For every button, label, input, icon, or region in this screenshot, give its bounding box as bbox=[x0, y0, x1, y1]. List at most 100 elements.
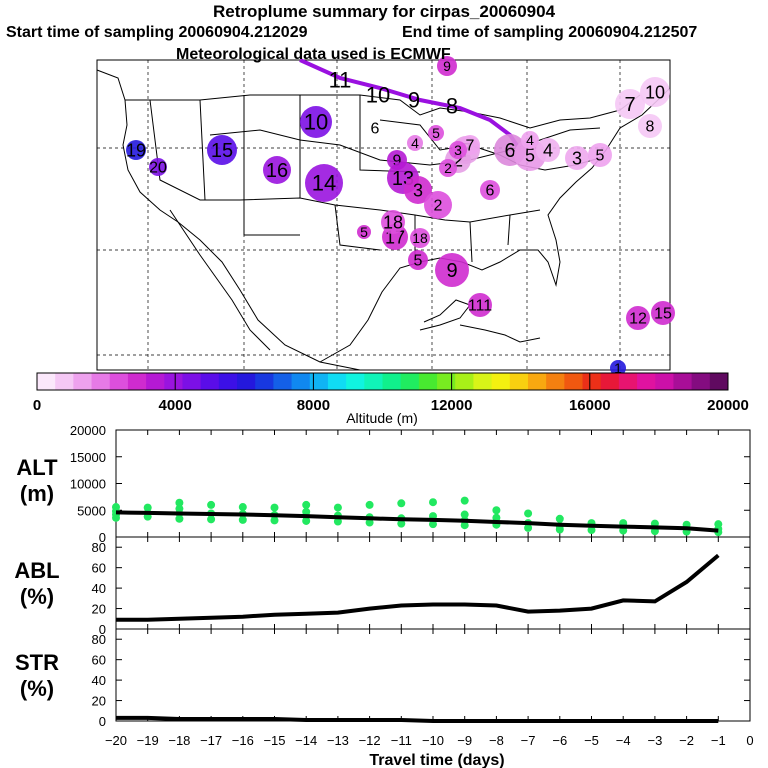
y-axis-label-unit: (%) bbox=[20, 676, 54, 701]
colorbar-swatch bbox=[418, 373, 438, 390]
map-point-label: 5 bbox=[525, 145, 535, 165]
sampling-end-time: End time of sampling 20060904.212507 bbox=[402, 24, 698, 41]
y-tick-label: 5000 bbox=[77, 503, 106, 518]
map-trajectory-point: 1 bbox=[610, 360, 626, 376]
y-tick-label: 60 bbox=[92, 653, 106, 668]
altitude-sample-point bbox=[460, 510, 469, 519]
x-tick-label: −18 bbox=[168, 733, 190, 748]
colorbar-tick-label: 8000 bbox=[297, 397, 330, 414]
altitude-sample-point bbox=[333, 503, 342, 512]
panel-alt: 0 5000 10000 15000 20000 ALT(m) bbox=[16, 423, 751, 545]
x-tick-label: −12 bbox=[359, 733, 381, 748]
map-point-label: 2 bbox=[434, 198, 443, 215]
colorbar-swatch bbox=[709, 373, 729, 390]
map-point-label: 18 bbox=[383, 212, 403, 232]
colorbar-swatch bbox=[37, 373, 56, 390]
colorbar-swatch bbox=[582, 373, 602, 390]
altitude-sample-point bbox=[270, 516, 279, 525]
altitude-sample-point bbox=[460, 496, 469, 505]
map-trajectory-point: 9 bbox=[435, 253, 469, 287]
map-point-label: 14 bbox=[312, 171, 336, 196]
colorbar-swatch bbox=[127, 373, 147, 390]
altitude-sample-point bbox=[587, 526, 596, 535]
colorbar-swatch bbox=[473, 373, 493, 390]
map-trajectory-point: 7 bbox=[615, 89, 645, 119]
map-trajectory-point: 10 bbox=[300, 106, 332, 138]
colorbar-swatch bbox=[200, 373, 220, 390]
altitude-sample-point bbox=[555, 514, 564, 523]
chart-title: Retroplume summary for cirpas_20060904 bbox=[212, 2, 556, 21]
altitude-sample-point bbox=[524, 523, 533, 532]
map-trajectory-point: 3 bbox=[449, 141, 467, 159]
x-tick-label: −15 bbox=[263, 733, 285, 748]
y-tick-label: 60 bbox=[92, 561, 106, 576]
map-trajectory-point: 4 bbox=[536, 138, 560, 162]
colorbar-swatch bbox=[691, 373, 711, 390]
map-point-label: 4 bbox=[543, 140, 553, 160]
colorbar-swatch bbox=[346, 373, 365, 390]
colorbar-swatch bbox=[655, 373, 674, 390]
x-tick-label: −19 bbox=[137, 733, 159, 748]
map-point-label: 3 bbox=[572, 148, 582, 168]
colorbar-swatch bbox=[91, 373, 111, 390]
map-trajectory-point: 18 bbox=[410, 228, 430, 248]
map-trajectory-point: 12 bbox=[626, 306, 650, 330]
colorbar-swatch bbox=[491, 373, 511, 390]
map-point-label: 111 bbox=[468, 298, 492, 315]
median-line-str bbox=[116, 715, 719, 723]
altitude-sample-point bbox=[270, 503, 279, 512]
map-trajectory-point: 4 bbox=[407, 135, 423, 151]
altitude-sample-point bbox=[333, 517, 342, 526]
colorbar-swatch bbox=[55, 373, 74, 390]
colorbar-tick-label: 20000 bbox=[707, 397, 749, 414]
colorbar-swatch bbox=[109, 373, 129, 390]
altitude-sample-point bbox=[397, 499, 406, 508]
map-point-label: 8 bbox=[446, 94, 458, 119]
colorbar-swatch bbox=[527, 373, 547, 390]
colorbar-tick-label: 16000 bbox=[569, 397, 611, 414]
sampling-start-time: Start time of sampling 20060904.212029 bbox=[6, 24, 308, 41]
altitude-sample-point bbox=[175, 498, 184, 507]
time-series-panels: 05000100001500020000ALT(m)020406080ABL(%… bbox=[14, 423, 753, 768]
altitude-sample-point bbox=[238, 503, 247, 512]
x-tick-label: −1 bbox=[711, 733, 726, 748]
x-tick-label: −3 bbox=[647, 733, 662, 748]
colorbar-swatch bbox=[309, 373, 329, 390]
y-tick-label: 80 bbox=[92, 632, 106, 647]
colorbar-swatch bbox=[73, 373, 93, 390]
map-point-label: 2 bbox=[444, 160, 452, 176]
map-point-label: 12 bbox=[629, 311, 647, 328]
colorbar-tick-label: 0 bbox=[33, 397, 41, 414]
met-data-note: Meteorological data used is ECMWF bbox=[176, 46, 451, 63]
map-trajectory-point: 5 bbox=[357, 224, 371, 240]
x-axis-title: Travel time (days) bbox=[369, 752, 504, 768]
altitude-sample-point bbox=[555, 525, 564, 534]
y-tick-label: 20 bbox=[92, 694, 106, 709]
altitude-sample-point bbox=[429, 520, 437, 529]
panel-frame bbox=[115, 628, 751, 722]
panel-abl: 0 20 40 60 80 ABL(%) bbox=[14, 536, 751, 637]
colorbar-swatch bbox=[237, 373, 256, 390]
map-point-label: 18 bbox=[412, 230, 428, 246]
x-tick-label: −2 bbox=[679, 733, 694, 748]
map-point-label: 7 bbox=[624, 94, 635, 116]
altitude-sample-point bbox=[429, 498, 437, 507]
colorbar-swatch bbox=[273, 373, 293, 390]
map-point-label: 8 bbox=[646, 119, 655, 136]
map-trajectory-point: 8 bbox=[446, 94, 458, 119]
altitude-sample-point bbox=[207, 515, 216, 524]
map-point-label: 11 bbox=[329, 68, 352, 93]
altitude-sample-point bbox=[302, 500, 311, 509]
map-point-label: 9 bbox=[393, 153, 402, 170]
y-tick-label: 0 bbox=[99, 530, 106, 545]
x-tick-label: −20 bbox=[105, 733, 127, 748]
altitude-sample-point bbox=[302, 516, 311, 525]
colorbar-swatch bbox=[255, 373, 274, 390]
map-trajectory-point: 19 bbox=[126, 140, 146, 160]
map-point-label: 5 bbox=[596, 148, 605, 165]
y-tick-label: 0 bbox=[99, 622, 106, 637]
x-tick-label: −7 bbox=[521, 733, 536, 748]
colorbar-swatch bbox=[400, 373, 420, 390]
map-point-label: 5 bbox=[360, 224, 368, 240]
